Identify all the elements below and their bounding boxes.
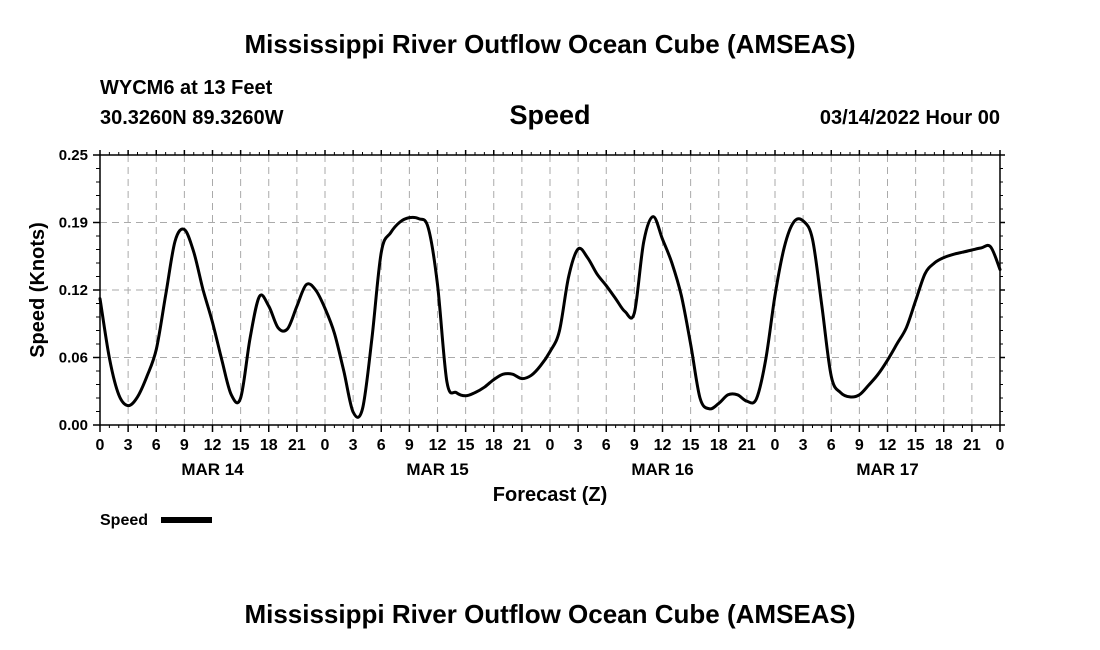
x-tick-label: 18	[935, 437, 953, 454]
chart-title: Mississippi River Outflow Ocean Cube (AM…	[244, 29, 856, 59]
x-tick-label: 12	[654, 437, 672, 454]
x-tick-label: 21	[738, 437, 756, 454]
x-tick-label: 21	[513, 437, 531, 454]
y-axis-tick-labels: 0.00 0.06 0.12 0.19 0.25	[59, 147, 88, 434]
x-tick-label: 15	[682, 437, 700, 454]
x-tick-label: 0	[96, 437, 105, 454]
x-tick-label: 9	[630, 437, 639, 454]
x-tick-label: 12	[204, 437, 222, 454]
date-label: MAR 15	[406, 460, 468, 479]
forecast-datetime: 03/14/2022 Hour 00	[819, 107, 1000, 129]
x-tick-label: 9	[405, 437, 414, 454]
x-tick-label: 3	[124, 437, 133, 454]
x-tick-label: 0	[996, 437, 1005, 454]
x-axis-date-labels: MAR 14 MAR 15 MAR 16 MAR 17	[181, 460, 918, 479]
x-tick-label: 6	[827, 437, 836, 454]
x-tick-label: 15	[457, 437, 475, 454]
legend: Speed	[100, 512, 212, 529]
x-tick-label: 15	[232, 437, 250, 454]
chart-subtitle: Speed	[509, 100, 591, 130]
x-axis-label: Forecast (Z)	[493, 484, 607, 506]
x-tick-label: 21	[963, 437, 981, 454]
legend-label: Speed	[100, 512, 148, 529]
x-tick-label: 0	[771, 437, 780, 454]
x-tick-label: 18	[710, 437, 728, 454]
footer-title: Mississippi River Outflow Ocean Cube (AM…	[244, 599, 856, 629]
date-label: MAR 17	[856, 460, 918, 479]
x-tick-label: 6	[152, 437, 161, 454]
date-label: MAR 16	[631, 460, 693, 479]
y-tick-label: 0.06	[59, 350, 88, 367]
grid	[100, 155, 1000, 425]
x-tick-label: 18	[260, 437, 278, 454]
x-tick-label: 12	[429, 437, 447, 454]
x-tick-label: 12	[879, 437, 897, 454]
y-tick-label: 0.00	[59, 417, 88, 434]
speed-series-line	[98, 215, 1002, 419]
date-label: MAR 14	[181, 460, 244, 479]
y-tick-label: 0.25	[59, 147, 88, 164]
x-tick-label: 21	[288, 437, 306, 454]
y-axis-label: Speed (Knots)	[27, 222, 49, 358]
axis-ticks	[93, 150, 1005, 432]
x-tick-label: 6	[602, 437, 611, 454]
legend-swatch	[161, 517, 212, 523]
y-tick-label: 0.19	[59, 215, 88, 232]
x-tick-label: 15	[907, 437, 925, 454]
y-tick-label: 0.12	[59, 282, 88, 299]
x-tick-label: 6	[377, 437, 386, 454]
x-tick-label: 0	[321, 437, 330, 454]
coordinates-label: 30.3260N 89.3260W	[100, 107, 284, 129]
x-tick-label: 3	[799, 437, 808, 454]
x-tick-label: 9	[180, 437, 189, 454]
x-tick-label: 3	[349, 437, 358, 454]
x-tick-label: 3	[574, 437, 583, 454]
x-tick-label: 9	[855, 437, 864, 454]
x-tick-label: 18	[485, 437, 503, 454]
station-label: WYCM6 at 13 Feet	[100, 77, 273, 99]
x-axis-tick-labels: 0 3 6 9 12 15 18 21 0 3 6 9 12 15 18 21 0 3 6 9 12 15 18 21 0 3 6 9…	[96, 437, 1005, 454]
x-tick-label: 0	[546, 437, 555, 454]
